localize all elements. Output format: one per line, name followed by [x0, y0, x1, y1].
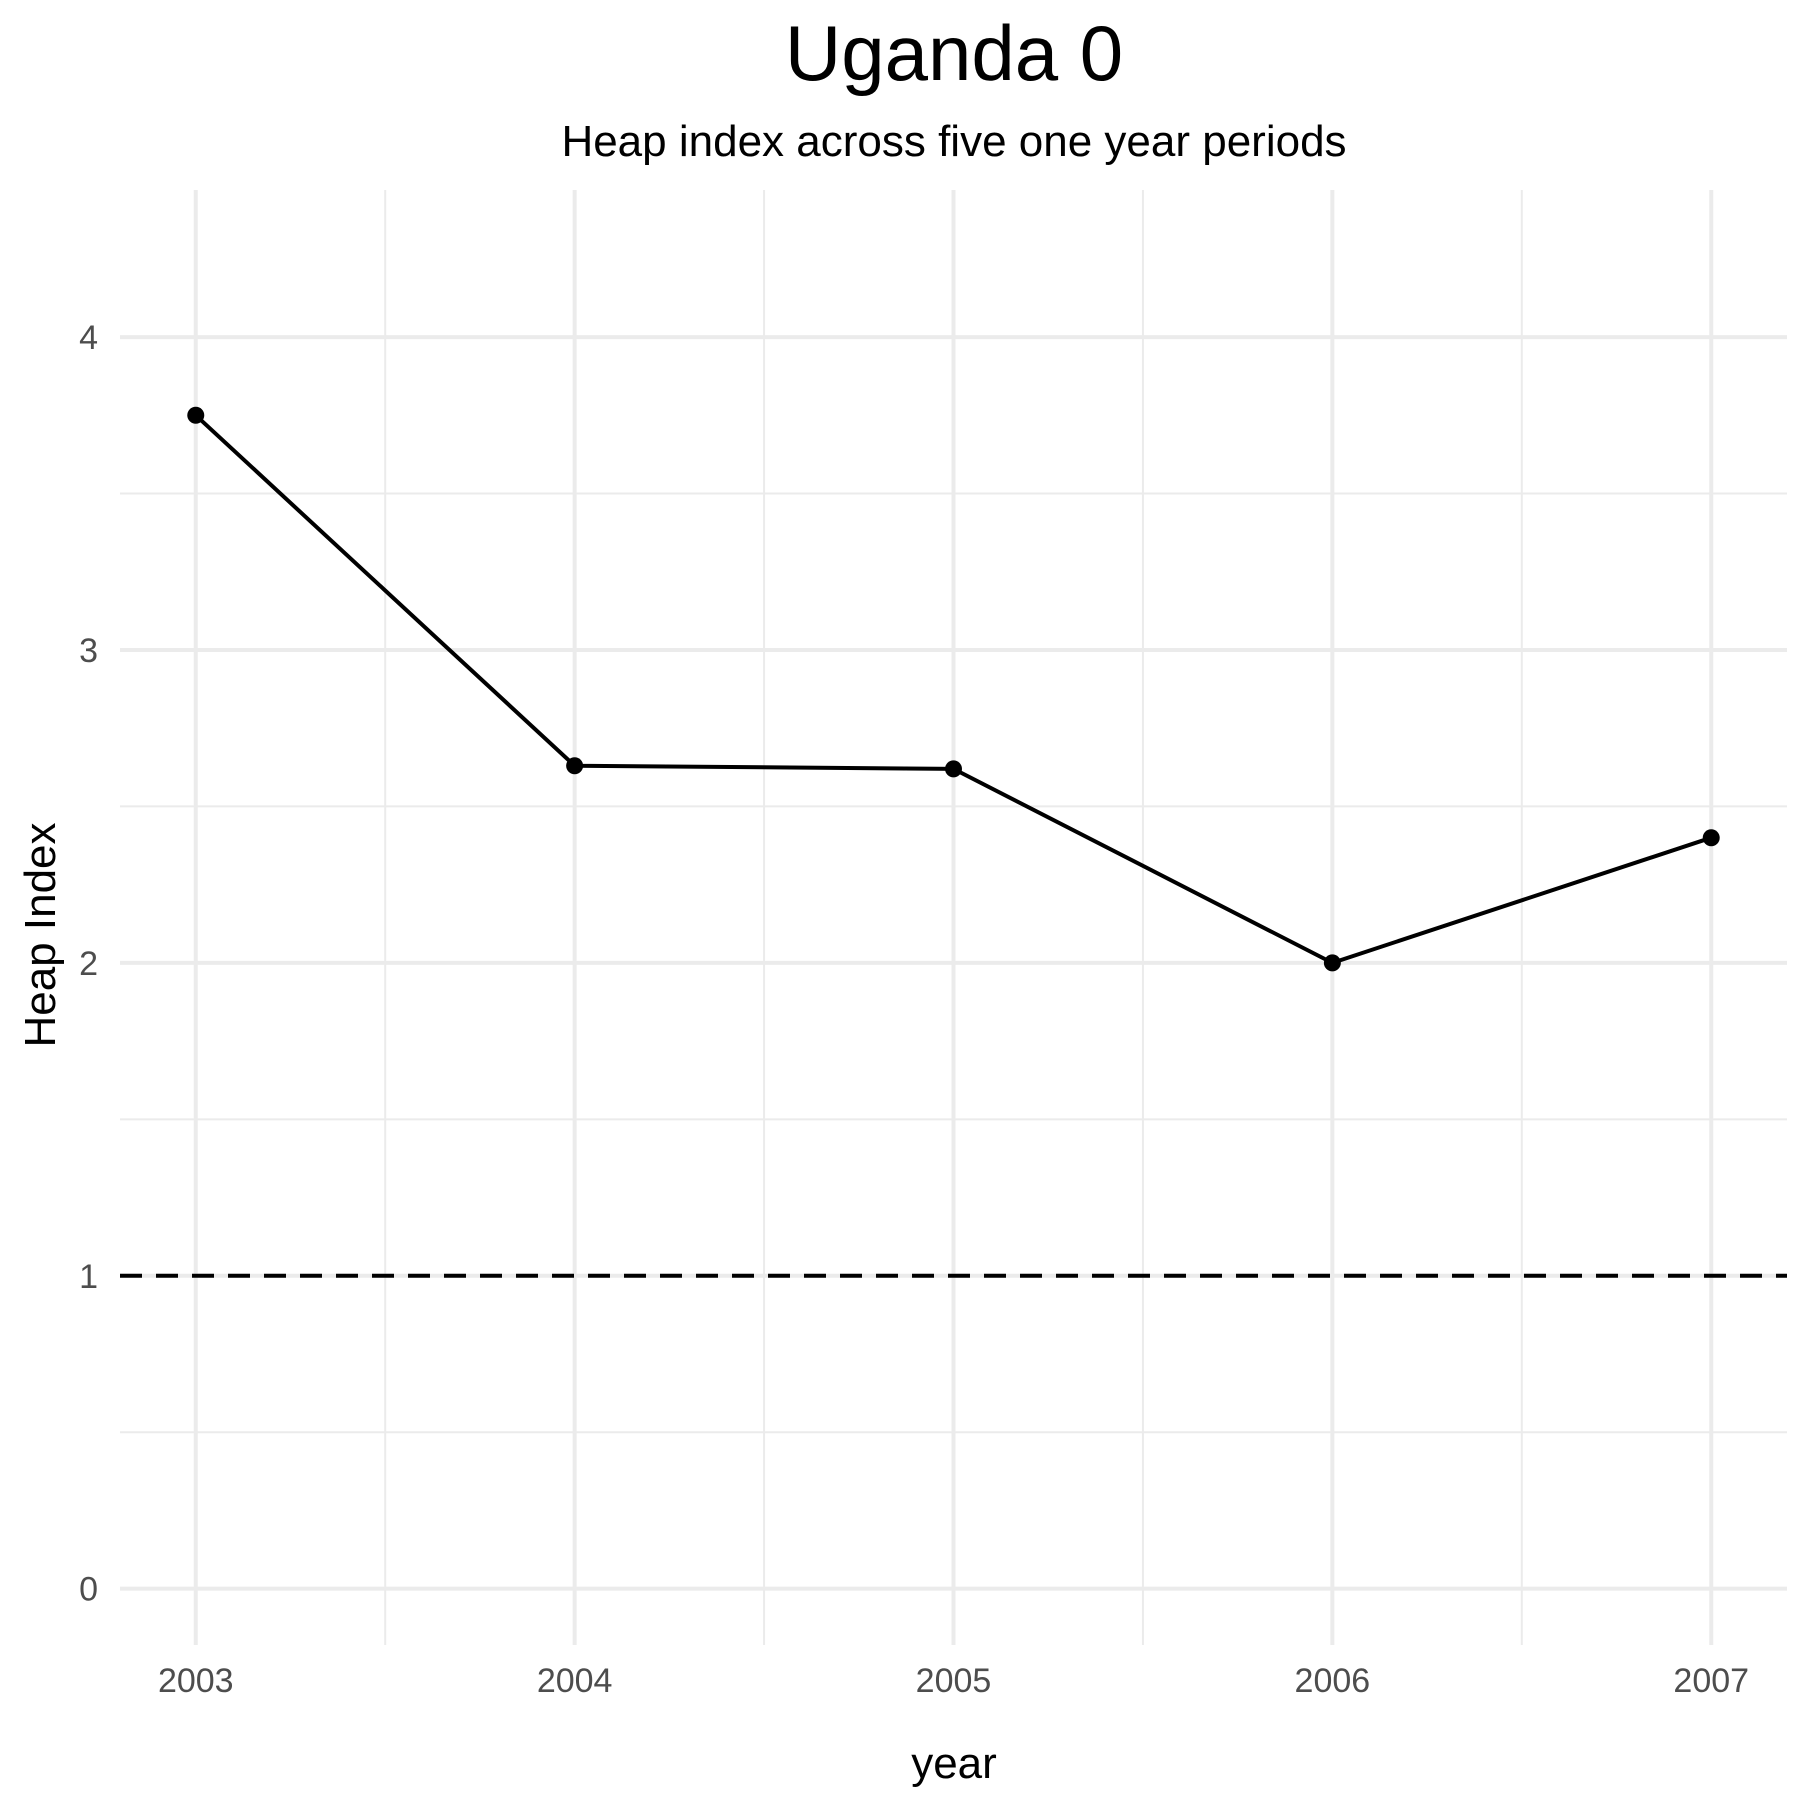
data-point [566, 757, 584, 775]
y-axis-ticks: 0 1 2 3 4 [79, 319, 98, 1609]
y-tick-label: 3 [79, 632, 98, 670]
x-tick-label: 2006 [1295, 1662, 1371, 1700]
x-tick-label: 2005 [916, 1662, 992, 1700]
x-tick-label: 2003 [158, 1662, 234, 1700]
y-tick-label: 1 [79, 1258, 98, 1296]
x-tick-label: 2004 [537, 1662, 613, 1700]
y-tick-label: 2 [79, 945, 98, 983]
data-point [187, 406, 205, 424]
x-axis-ticks: 2003 2004 2005 2006 2007 [158, 1662, 1749, 1700]
series-group [187, 406, 1720, 972]
data-point [945, 760, 962, 778]
chart-title: Uganda 0 [785, 9, 1123, 97]
y-tick-label: 4 [79, 319, 98, 357]
gridlines [120, 190, 1787, 1645]
y-tick-label: 0 [79, 1571, 98, 1609]
chart-subtitle: Heap index across five one year periods [561, 117, 1346, 166]
x-axis-title: year [911, 1739, 997, 1788]
y-axis-title: Heap Index [16, 822, 65, 1047]
data-point [1702, 829, 1720, 847]
data-point [1323, 954, 1341, 972]
x-tick-label: 2007 [1673, 1662, 1749, 1700]
